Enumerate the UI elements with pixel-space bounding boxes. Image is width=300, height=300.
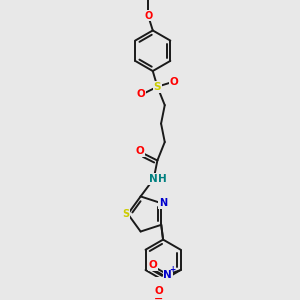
Text: +: + [169, 265, 176, 274]
Text: O: O [136, 89, 145, 99]
Text: N: N [164, 270, 172, 280]
Text: O: O [144, 11, 152, 21]
Text: O: O [148, 260, 158, 270]
Text: S: S [154, 82, 161, 92]
Text: H: H [158, 174, 166, 184]
Text: −: − [154, 294, 163, 300]
Text: O: O [154, 286, 163, 296]
Text: N: N [159, 198, 167, 208]
Text: O: O [169, 77, 178, 87]
Text: S: S [122, 209, 130, 219]
Text: O: O [136, 146, 144, 156]
Text: N: N [149, 174, 158, 184]
